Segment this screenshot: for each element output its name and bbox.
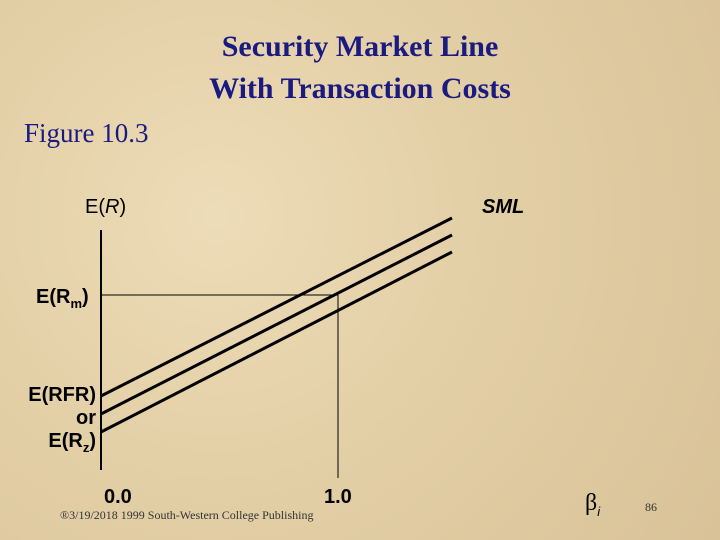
text: E(Rz) [28,430,96,459]
page-number: 86 [645,500,657,514]
title-line: With Transaction Costs [209,72,511,105]
x-origin-label: 0.0 [104,486,132,508]
text: E(R [36,286,71,308]
sml-line [100,250,453,434]
sml-label: SML [482,196,525,218]
sml-line [100,233,453,416]
text: ) [119,196,127,218]
footer: ®3/19/2018 1999 South-Western College Pu… [60,508,314,522]
text: ) [89,430,96,452]
text: m [70,296,83,311]
text: β [585,490,598,516]
text: E(RFR) [28,384,96,406]
beta-label: βi [585,490,600,519]
market-label: E(Rm) [36,286,89,311]
text: ) [82,286,89,308]
title-line: Security Market Line [221,30,499,63]
text: E( [85,196,105,218]
text: z [82,440,90,455]
y-axis-label: E(R) [85,196,126,219]
text: or [76,407,96,429]
x-one-label: 1.0 [324,486,352,508]
sml-line [100,216,453,398]
risk-free-label: E(RFR) or E(Rz) [28,384,96,459]
text: i [597,503,601,519]
text: E(R [48,430,83,452]
figure-label: Figure 10.3 [24,118,149,148]
text: R [105,196,120,218]
